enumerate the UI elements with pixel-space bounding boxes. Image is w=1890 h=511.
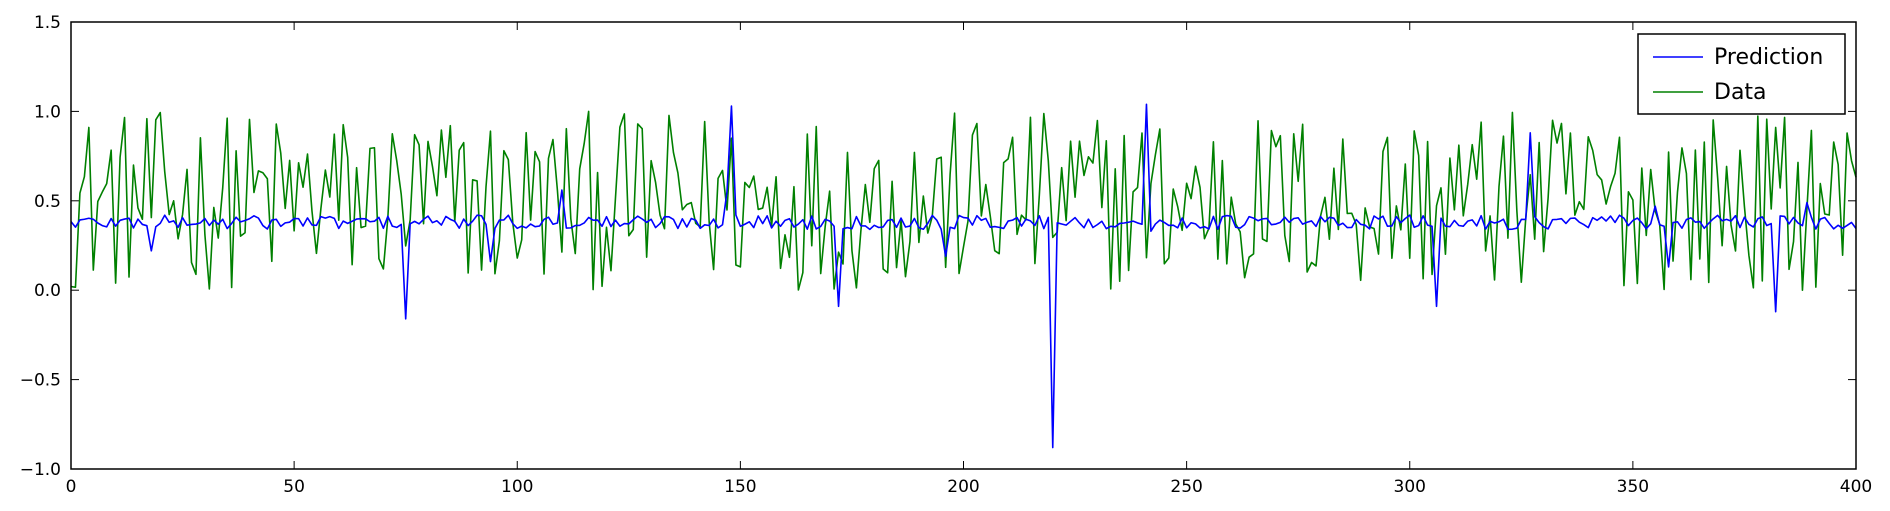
legend: Prediction Data xyxy=(1637,33,1846,115)
y-tick-label: −0.5 xyxy=(20,371,61,391)
legend-box xyxy=(1637,33,1846,115)
y-tick-label: 1.5 xyxy=(34,13,61,33)
series-data xyxy=(70,110,1857,291)
x-tick-label: 350 xyxy=(1617,477,1649,497)
y-tick-label: 0.0 xyxy=(34,281,61,301)
x-tick-label: 50 xyxy=(283,477,305,497)
legend-label-prediction: Prediction xyxy=(1714,45,1823,70)
x-tick-label: 300 xyxy=(1394,477,1426,497)
x-tick-label: 200 xyxy=(947,477,979,497)
x-tick-label: 100 xyxy=(501,477,533,497)
x-axis-ticks: 0 50 100 150 200 250 300 350 400 xyxy=(66,22,1872,497)
series-line-data xyxy=(70,110,1857,291)
y-tick-label: 0.5 xyxy=(34,192,61,212)
legend-label-data: Data xyxy=(1714,80,1767,105)
x-tick-label: 400 xyxy=(1840,477,1872,497)
series-line-prediction xyxy=(70,103,1857,449)
x-tick-label: 250 xyxy=(1170,477,1202,497)
plot-frame xyxy=(70,21,1857,470)
series-prediction xyxy=(70,103,1857,449)
x-tick-label: 150 xyxy=(724,477,756,497)
y-axis-ticks: −1.0 −0.5 0.0 0.5 1.0 1.5 xyxy=(20,13,1856,480)
x-tick-label: 0 xyxy=(66,477,77,497)
y-tick-label: −1.0 xyxy=(20,460,61,480)
y-tick-label: 1.0 xyxy=(34,102,61,122)
